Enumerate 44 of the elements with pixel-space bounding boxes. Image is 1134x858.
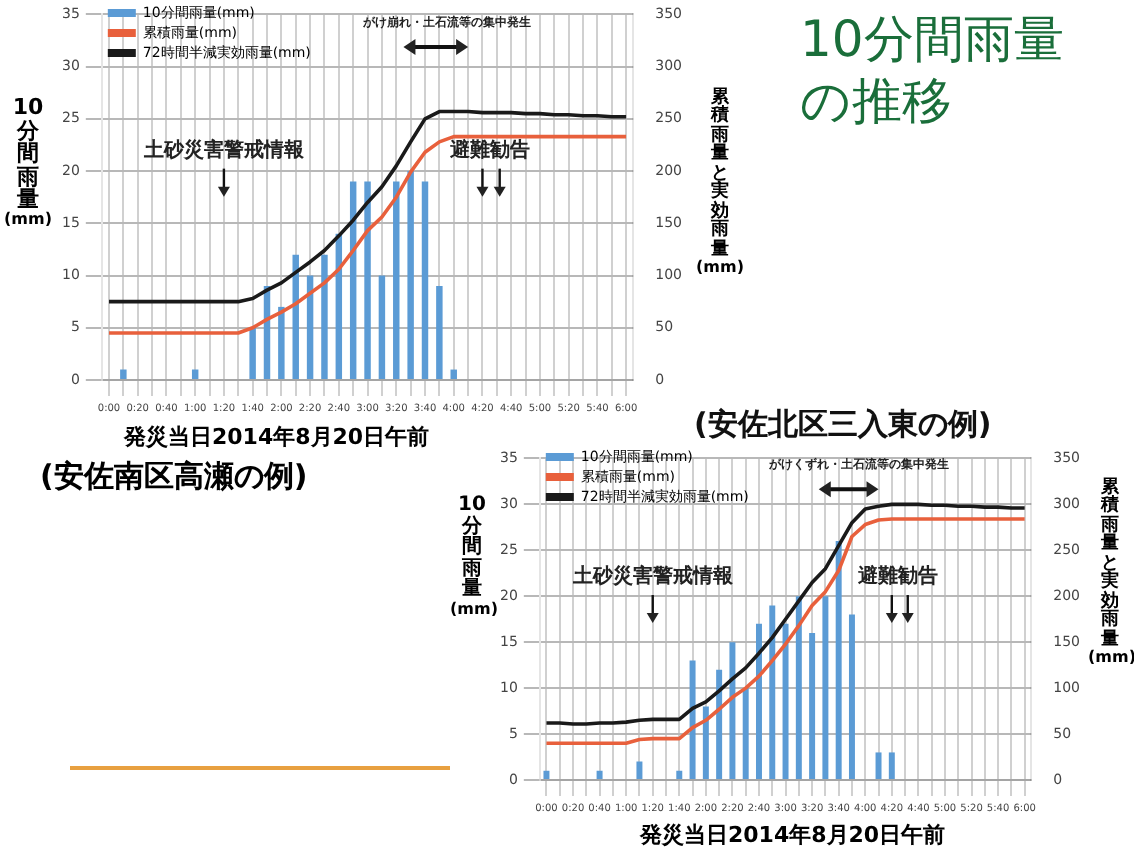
- bar: [742, 688, 749, 779]
- bar: [421, 181, 429, 379]
- bar: [769, 605, 776, 779]
- bar: [596, 770, 603, 779]
- bar: [436, 285, 443, 379]
- bar: [364, 181, 371, 379]
- text: 累積雨量と実効雨量(mm): [1088, 478, 1134, 666]
- bar: [393, 181, 400, 379]
- bar: [782, 623, 789, 779]
- bar: [795, 596, 802, 779]
- x-axis-title: 発災当日2014年8月20日午前: [640, 820, 946, 850]
- y-axis-title: 10分間雨量(mm): [450, 494, 498, 618]
- text: 10分間雨量の推移: [800, 8, 1066, 133]
- bar: [407, 171, 414, 379]
- chart-title: (安佐北区三入東の例): [694, 406, 994, 444]
- bar: [875, 752, 882, 779]
- bar: [543, 770, 550, 779]
- annotation: 避難勧告: [447, 137, 530, 162]
- bar: [689, 660, 696, 779]
- bar: [848, 614, 855, 779]
- bar: [888, 752, 895, 779]
- annotation: 土砂災害警戒情報: [570, 564, 735, 589]
- bar: [676, 770, 683, 779]
- bar: [249, 327, 256, 379]
- bar: [278, 306, 285, 379]
- bar: [729, 642, 736, 779]
- annotation: 土砂災害警戒情報: [141, 137, 306, 162]
- bar: [822, 596, 829, 779]
- bar: [120, 369, 127, 379]
- text: (安佐南区高瀬の例): [40, 458, 308, 496]
- bar: [716, 669, 723, 779]
- bar: [809, 632, 816, 779]
- y-axis-title: 10分間雨量(mm): [2, 94, 54, 229]
- bar: [702, 706, 709, 779]
- text: 累積雨量と実効雨量(mm): [696, 88, 744, 276]
- bar: [755, 623, 762, 779]
- bar: [378, 275, 386, 379]
- annotation: 避難勧告: [856, 564, 939, 589]
- bar: [636, 761, 643, 779]
- bar: [292, 254, 299, 379]
- bar: [321, 254, 328, 379]
- bar: [835, 541, 842, 779]
- bar: [450, 369, 457, 379]
- x-axis-title: 発災当日2014年8月20日午前: [124, 422, 430, 452]
